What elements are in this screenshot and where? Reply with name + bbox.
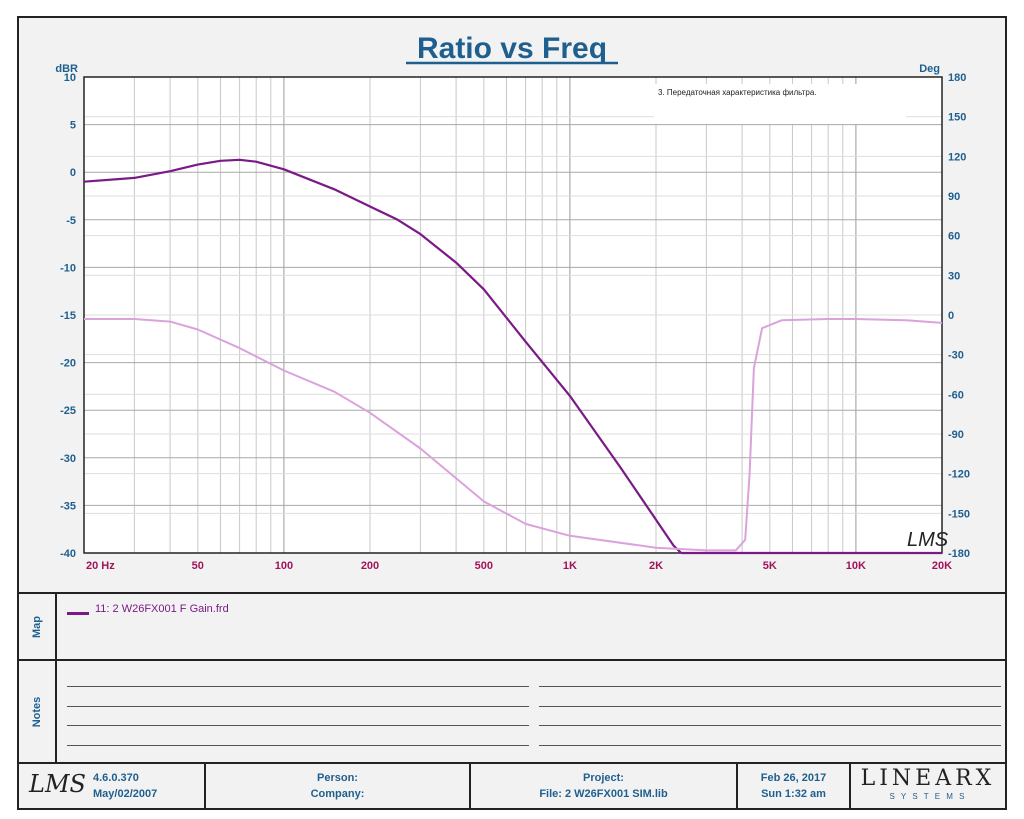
x-tick-label: 20 Hz [86, 560, 115, 572]
x-tick-label: 500 [475, 560, 493, 572]
footer-person-cell: Person: Company: [206, 764, 471, 808]
file-label: File: 2 W26FX001 SIM.lib [539, 788, 668, 800]
y-right-tick-label: -120 [948, 469, 970, 481]
x-tick-label: 1K [563, 560, 577, 572]
linearx-logo: LINEARX [860, 766, 996, 791]
y-right-tick-label: 0 [948, 310, 954, 322]
y-left-tick-label: 0 [70, 167, 76, 179]
lms-logo: LMS [29, 770, 86, 798]
y-right-tick-label: 120 [948, 151, 966, 163]
y-left-tick-label: -10 [60, 262, 76, 274]
notes-side-label: Notes [19, 661, 57, 762]
y-left-tick-label: -25 [60, 405, 76, 417]
plot-border [83, 76, 943, 554]
x-tick-label: 2K [649, 560, 663, 572]
footer-version-cell: LMS 4.6.0.370 May/02/2007 [19, 764, 206, 808]
note-line[interactable] [67, 725, 529, 726]
footer-project-cell: Project: File: 2 W26FX001 SIM.lib [471, 764, 738, 808]
x-tick-label: 5K [763, 560, 777, 572]
phase-series-line [84, 318, 943, 552]
y-left-axis-label: dBR [55, 63, 78, 75]
y-right-tick-label: -90 [948, 429, 964, 441]
y-right-tick-label: -150 [948, 508, 970, 520]
x-tick-labels: 20 Hz 50 100 200 500 1K 2K 5K 10K 20K [86, 560, 952, 572]
note-line[interactable] [539, 725, 1001, 726]
note-line[interactable] [539, 745, 1001, 746]
y-right-tick-label: -180 [948, 548, 970, 560]
map-side-label: Map [19, 594, 57, 659]
y-left-tick-label: -40 [60, 548, 76, 560]
gain-series-line [83, 158, 682, 554]
x-tick-label: 50 [192, 560, 204, 572]
x-tick-label: 100 [275, 560, 293, 572]
y-right-tick-label: 150 [948, 112, 966, 124]
project-label: Project: [583, 772, 624, 784]
note-line[interactable] [67, 706, 529, 707]
y-left-tick-labels: 10 5 0 -5 -10 -15 -20 -25 -30 -35 -40 [60, 72, 76, 560]
x-tick-label: 20K [932, 560, 952, 572]
y-left-tick-label: -5 [66, 215, 76, 227]
y-left-tick-label: 10 [64, 72, 76, 84]
y-right-axis-label: Deg [919, 63, 940, 75]
y-right-tick-labels: 180 150 120 90 60 30 0 -30 -60 -90 -120 -150 -180 [948, 72, 970, 560]
chart-title: Ratio vs Freq [417, 32, 607, 65]
x-tick-label: 10K [846, 560, 866, 572]
print-date: Feb 26, 2017 [760, 772, 827, 784]
footer: LMS 4.6.0.370 May/02/2007 Person: Compan… [19, 762, 1005, 808]
lms-watermark: LMS [907, 529, 949, 551]
note-line[interactable] [67, 745, 529, 746]
note-line[interactable] [539, 686, 1001, 687]
note-line[interactable] [67, 686, 529, 687]
annotation-background [654, 84, 906, 124]
y-left-tick-label: -20 [60, 358, 76, 370]
version-date: May/02/2007 [93, 788, 158, 800]
note-line[interactable] [539, 706, 1001, 707]
annotation-box: 3. Передаточная характеристика фильтра. [654, 84, 906, 124]
y-right-tick-label: 30 [948, 270, 960, 282]
y-left-tick-label: -15 [60, 310, 76, 322]
company-label: Company: [310, 788, 365, 800]
legend-entry: 11: 2 W26FX001 F Gain.frd [95, 603, 229, 615]
footer-brand-cell: LINEARX S Y S T E M S [851, 764, 1005, 808]
y-right-tick-label: 180 [948, 72, 966, 84]
linearx-subtitle: S Y S T E M S [889, 792, 967, 801]
y-right-tick-label: -60 [948, 389, 964, 401]
y-left-tick-label: 5 [70, 120, 76, 132]
notes-section: Notes [19, 659, 1005, 762]
annotation-text: 3. Передаточная характеристика фильтра. [658, 88, 817, 97]
y-right-tick-label: -30 [948, 350, 964, 362]
version-text: 4.6.0.370 [93, 772, 139, 784]
person-label: Person: [317, 772, 358, 784]
print-time: Sun 1:32 am [761, 788, 826, 800]
report-frame: 3. Передаточная характеристика фильтра. R… [17, 16, 1007, 810]
y-right-tick-label: 90 [948, 191, 960, 203]
x-tick-label: 200 [361, 560, 379, 572]
map-section: Map 11: 2 W26FX001 F Gain.frd [19, 592, 1005, 659]
y-left-tick-label: -30 [60, 453, 76, 465]
y-right-tick-label: 60 [948, 231, 960, 243]
legend-swatch [67, 612, 89, 615]
footer-date-cell: Feb 26, 2017 Sun 1:32 am [738, 764, 851, 808]
y-left-tick-label: -35 [60, 500, 76, 512]
ratio-vs-freq-chart: 3. Передаточная характеристика фильтра. R… [55, 32, 970, 572]
